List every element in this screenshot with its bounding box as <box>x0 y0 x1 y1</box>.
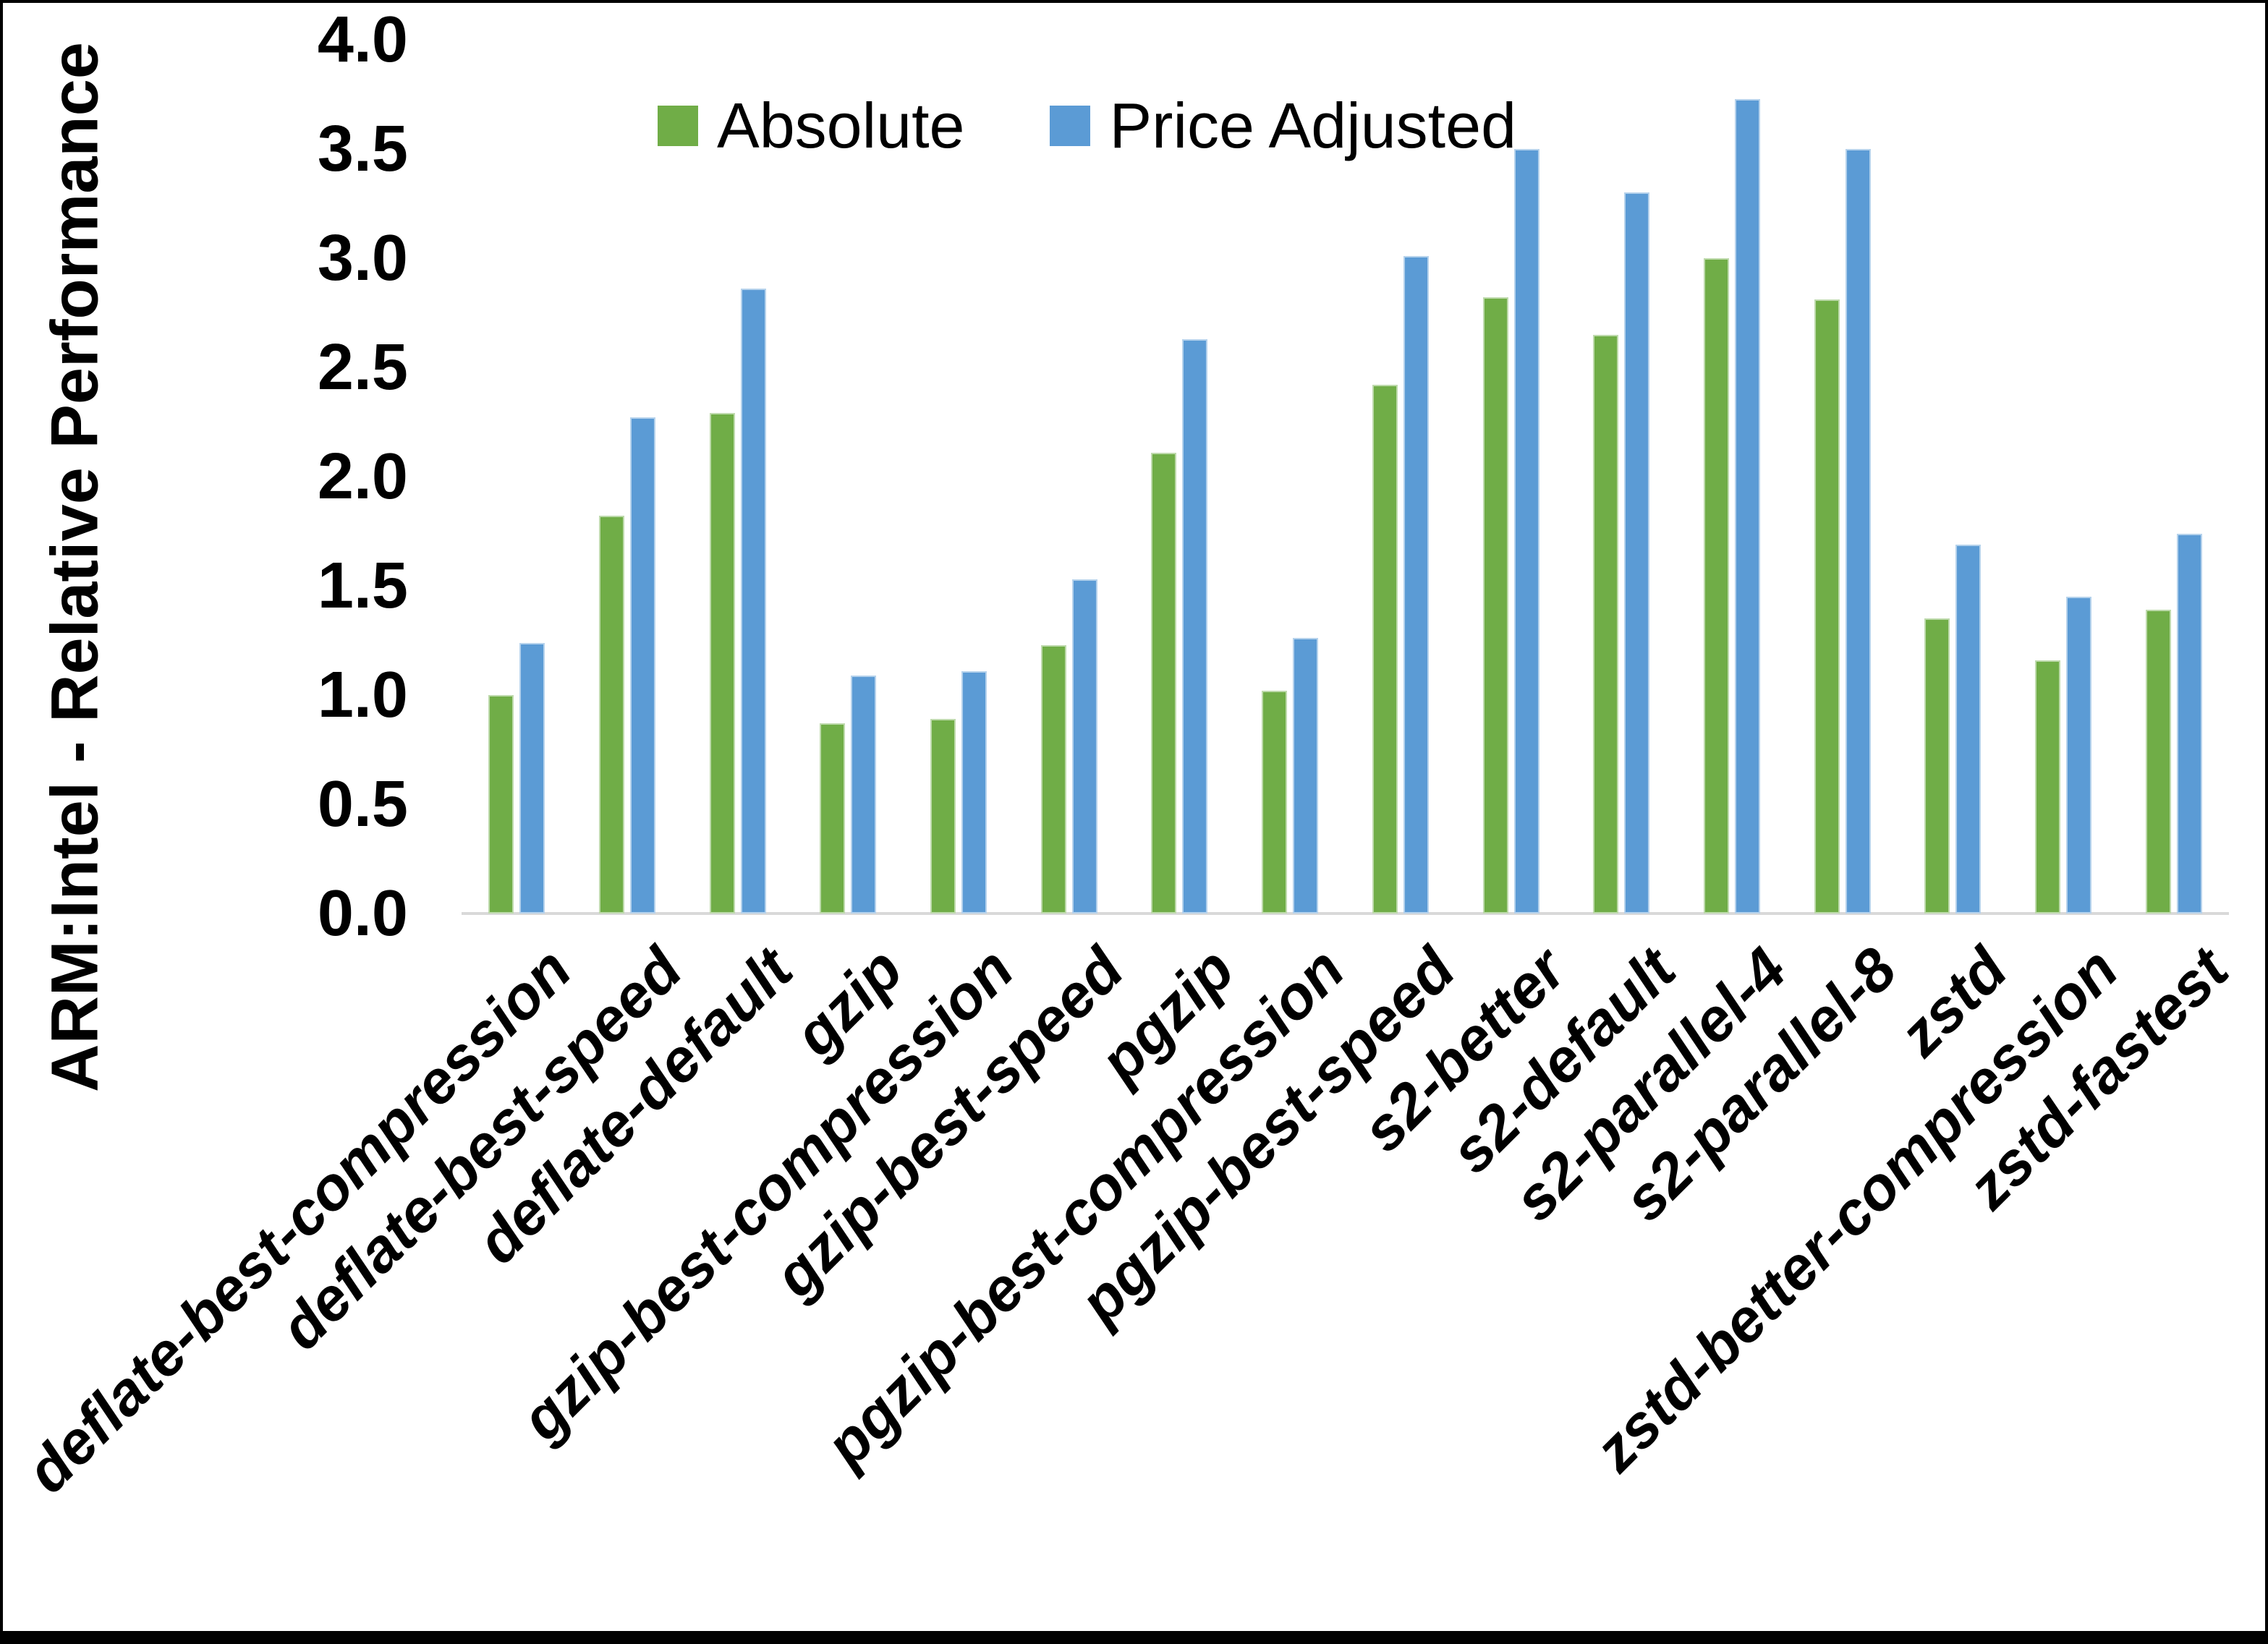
bar-absolute-deflate-best-speed <box>599 516 624 913</box>
bar-price-adjusted-zstd-fastest <box>2177 534 2202 913</box>
y-axis-title: ARM:Intel - Relative Performance <box>38 42 112 1092</box>
bar-price-adjusted-gzip-best-compression <box>961 671 987 913</box>
bar-absolute-deflate-default <box>710 413 735 913</box>
bar-price-adjusted-gzip <box>851 676 876 913</box>
bar-absolute-s2-better <box>1483 297 1508 913</box>
bar-price-adjusted-pgzip <box>1182 339 1207 913</box>
bar-absolute-pgzip-best-compression <box>1262 691 1287 913</box>
bar-absolute-s2-default <box>1593 335 1618 913</box>
x-axis-line <box>462 912 2229 915</box>
bar-price-adjusted-deflate-best-compression <box>519 643 545 913</box>
bar-absolute-pgzip <box>1151 453 1176 913</box>
bar-price-adjusted-s2-parallel-4 <box>1735 99 1760 913</box>
legend-label-absolute: Absolute <box>717 90 965 161</box>
bar-absolute-deflate-best-compression <box>488 695 514 913</box>
bar-price-adjusted-s2-parallel-8 <box>1846 149 1871 913</box>
legend: Absolute Price Adjusted <box>658 94 1516 158</box>
bar-price-adjusted-pgzip-best-speed <box>1403 256 1429 913</box>
y-tick-label: 1.5 <box>317 550 408 622</box>
bar-price-adjusted-s2-default <box>1624 192 1649 913</box>
y-tick-label: 4.0 <box>317 4 408 76</box>
y-tick-label: 1.0 <box>317 659 408 731</box>
bar-absolute-gzip <box>820 723 845 913</box>
bar-absolute-zstd-fastest <box>2146 610 2171 913</box>
bar-absolute-s2-parallel-4 <box>1704 258 1729 913</box>
bar-price-adjusted-s2-better <box>1514 149 1539 913</box>
bar-price-adjusted-zstd <box>1955 545 1981 913</box>
bar-price-adjusted-deflate-default <box>741 289 766 913</box>
bar-price-adjusted-gzip-best-speed <box>1072 579 1097 913</box>
legend-swatch-absolute <box>658 106 698 146</box>
y-tick-label: 0.0 <box>317 877 408 950</box>
bar-absolute-gzip-best-speed <box>1041 645 1066 913</box>
bar-absolute-pgzip-best-speed <box>1372 385 1398 913</box>
bar-price-adjusted-pgzip-best-compression <box>1293 638 1318 913</box>
y-tick-label: 0.5 <box>317 768 408 840</box>
bar-absolute-zstd-better-compression <box>2035 660 2060 913</box>
bar-absolute-zstd <box>1924 618 1950 913</box>
legend-label-price-adjusted: Price Adjusted <box>1109 90 1517 161</box>
bar-price-adjusted-zstd-better-compression <box>2066 597 2091 913</box>
y-tick-label: 3.5 <box>317 113 408 185</box>
y-tick-label: 2.5 <box>317 331 408 404</box>
y-tick-label: 2.0 <box>317 440 408 513</box>
y-tick-label: 3.0 <box>317 222 408 294</box>
bar-absolute-s2-parallel-8 <box>1814 299 1840 913</box>
legend-swatch-price-adjusted <box>1050 106 1091 146</box>
bar-price-adjusted-deflate-best-speed <box>630 417 655 913</box>
bar-absolute-gzip-best-compression <box>930 719 956 913</box>
